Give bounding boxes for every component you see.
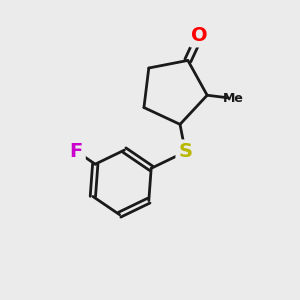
Text: O: O xyxy=(191,26,208,45)
Text: Me: Me xyxy=(223,92,244,105)
Text: F: F xyxy=(70,142,83,161)
Text: S: S xyxy=(178,142,192,161)
